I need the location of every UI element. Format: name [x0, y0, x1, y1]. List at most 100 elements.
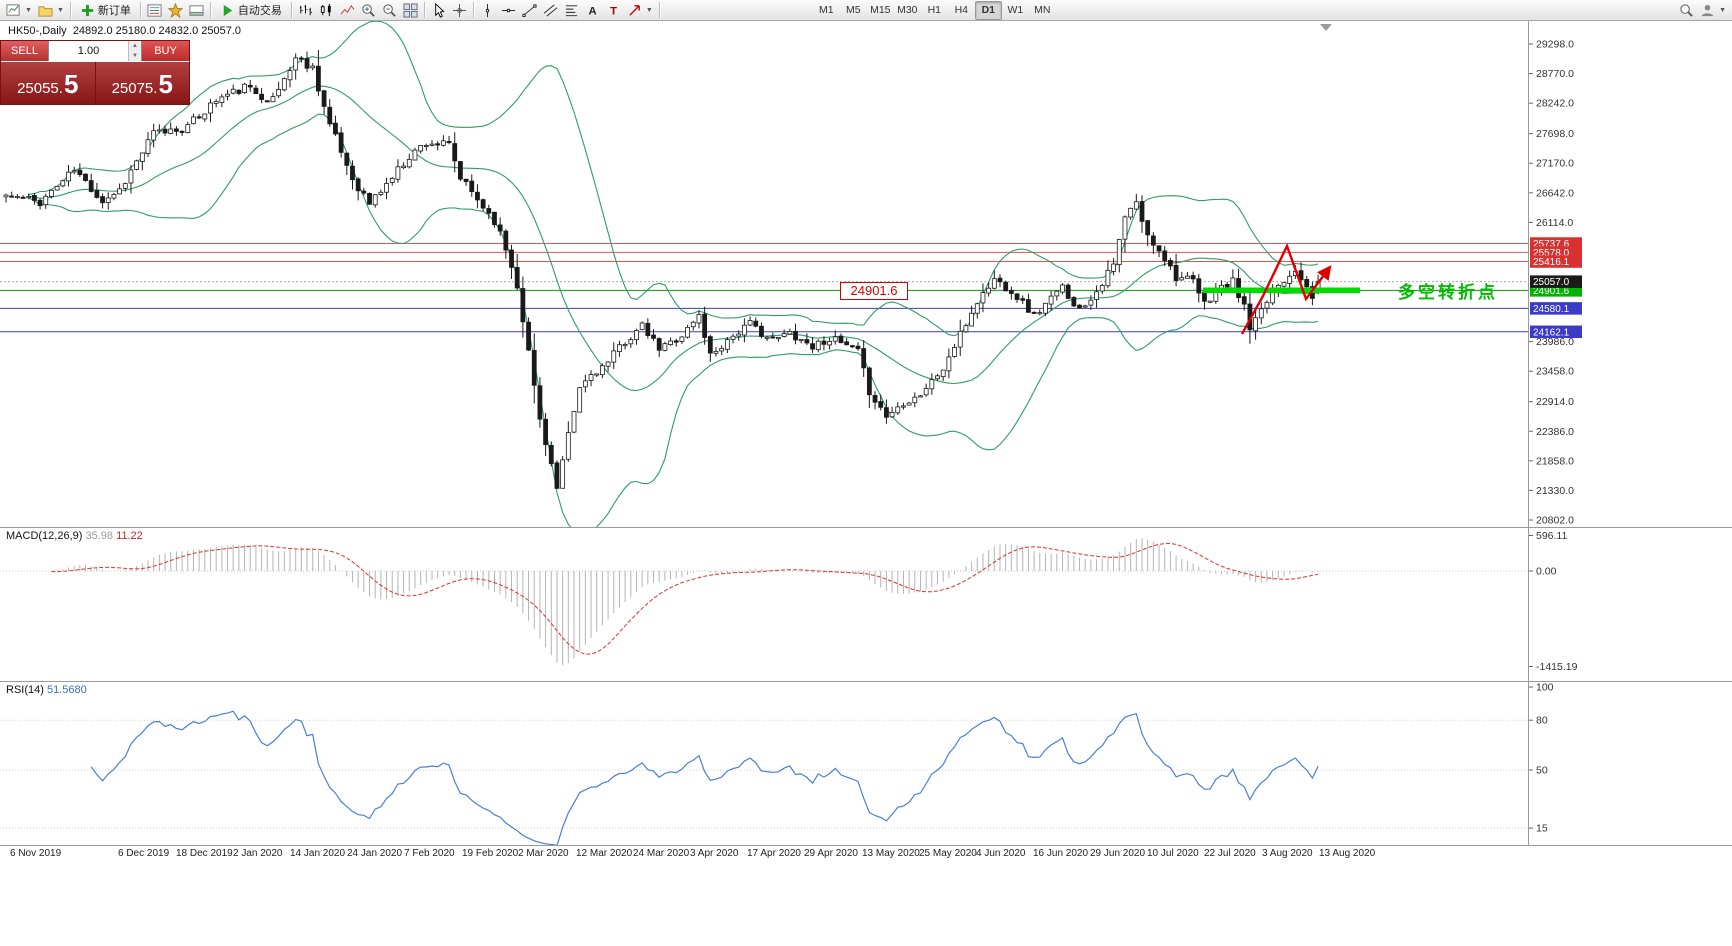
timeframe-group: M1 M5 M15 M30 H1 H4 D1 W1 MN: [813, 0, 1056, 20]
vertical-line-button[interactable]: [477, 1, 498, 19]
zoom-in-icon: [362, 3, 375, 17]
timeframe-button-h4[interactable]: H4: [954, 4, 969, 16]
buy-price-button[interactable]: 25075. 5: [95, 62, 189, 104]
play-icon: [223, 4, 233, 16]
autotrading-button[interactable]: 自动交易: [214, 1, 288, 19]
timeframe-button-d1[interactable]: D1: [974, 0, 1002, 20]
volume-down-button[interactable]: ▼: [129, 51, 141, 61]
macd-panel-canvas[interactable]: 596.11 0.00 -1415.19: [0, 527, 1732, 681]
price-chart-canvas[interactable]: 29298.0 28770.0 28242.0 27698.0 27170.0 26642…: [0, 20, 1732, 527]
line-chart-button[interactable]: [337, 1, 358, 19]
rsi-scale-label: 50: [1536, 765, 1548, 777]
text-button[interactable]: A: [582, 1, 603, 19]
time-axis-label: 13 Aug 2020: [1319, 848, 1376, 859]
price-scale-border: [1528, 20, 1529, 845]
new-chart-button[interactable]: ▼: [3, 1, 35, 19]
label-icon: T: [610, 5, 617, 17]
price-scale-label: 27698.0: [1536, 128, 1574, 140]
new-chart-icon: [6, 3, 20, 16]
market-watch-button[interactable]: [144, 1, 165, 19]
label-button[interactable]: T: [603, 1, 624, 19]
arrow-up-right-icon: [629, 4, 640, 16]
channel-button[interactable]: [540, 1, 561, 19]
zigzag-projection-arrow[interactable]: [1240, 242, 1332, 335]
horizontal-line-button[interactable]: [498, 1, 519, 19]
timeframe-button-m5[interactable]: M5: [846, 4, 861, 16]
profiles-button[interactable]: ▼: [35, 1, 67, 19]
sell-price-button[interactable]: 25055. 5: [1, 62, 95, 104]
svg-text:T: T: [610, 5, 617, 17]
timeframe-button-h1[interactable]: H1: [927, 4, 942, 16]
chart-shift-marker: [1320, 24, 1332, 31]
price-scale-label: 23986.0: [1536, 336, 1574, 348]
zoom-in-button[interactable]: [358, 1, 379, 19]
crosshair-button[interactable]: [449, 1, 470, 19]
navigator-button[interactable]: [165, 1, 186, 19]
time-axis-label: 4 Jun 2020: [976, 848, 1026, 859]
volume-input[interactable]: 1.00: [77, 45, 100, 57]
rsi-name: RSI(14): [6, 684, 44, 696]
price-scale-label: 26114.0: [1536, 217, 1573, 229]
price-scale-label: 26642.0: [1536, 187, 1574, 199]
time-axis-label: 3 Apr 2020: [690, 848, 739, 859]
new-order-button[interactable]: 新订单: [74, 1, 137, 19]
timeframe-button-mn[interactable]: MN: [1034, 4, 1051, 16]
sell-header-button[interactable]: SELL: [1, 41, 48, 61]
time-axis-label: 7 Feb 2020: [404, 848, 455, 859]
time-axis-label: 10 Jul 2020: [1147, 848, 1199, 859]
support-price-label: [1530, 325, 1582, 339]
tile-windows-icon: [403, 2, 418, 18]
sell-price: 25055.: [17, 80, 63, 97]
macd-scale-label: 0.00: [1536, 566, 1557, 578]
crosshair-icon: [452, 3, 466, 17]
search-button[interactable]: [1676, 1, 1697, 19]
time-axis-label: 22 Jul 2020: [1204, 848, 1256, 859]
level-label-text: 25578.0: [1533, 248, 1570, 259]
search-icon: [1680, 3, 1693, 17]
timeframe-button-w1[interactable]: W1: [1007, 4, 1024, 16]
cursor-button[interactable]: [428, 1, 449, 19]
rsi-panel-canvas[interactable]: 100 80 50 15: [0, 681, 1732, 845]
time-axis-label: 2 Mar 2020: [518, 848, 569, 859]
panel-splitter-macd[interactable]: [0, 527, 1732, 528]
timeframe-button-m30[interactable]: M30: [897, 4, 918, 16]
tile-windows-button[interactable]: [400, 1, 421, 19]
zoom-out-button[interactable]: [379, 1, 400, 19]
candlesticks: [3, 50, 1321, 489]
community-button[interactable]: ▼: [1697, 1, 1729, 19]
macd-indicator-label: MACD(12,26,9) 35.98 11.22: [6, 530, 143, 542]
macd-signal-value: 11.22: [116, 530, 143, 542]
toolbar-separator: [472, 2, 474, 18]
pivot-text-annotation[interactable]: 多空转折点: [1398, 283, 1498, 302]
bar-chart-button[interactable]: [295, 1, 316, 19]
level-label-text: 25057.0: [1533, 277, 1570, 288]
pivot-highlight-segment[interactable]: [1203, 287, 1360, 294]
timeframe-button-m15[interactable]: M15: [870, 4, 891, 16]
trendline-button[interactable]: [519, 1, 540, 19]
panel-splitter-rsi[interactable]: [0, 681, 1732, 682]
arrows-button[interactable]: ▼: [624, 1, 656, 19]
price-label-annotation[interactable]: 24901.6: [840, 282, 908, 300]
candlestick-chart-button[interactable]: [316, 1, 337, 19]
fibonacci-button[interactable]: [561, 1, 582, 19]
resistance-price-label: [1530, 255, 1582, 268]
buy-price: 25075.: [111, 80, 158, 97]
price-scale-label: 20802.0: [1536, 515, 1574, 527]
bar-chart-icon: [299, 4, 312, 15]
buy-header-button[interactable]: BUY: [142, 41, 189, 61]
time-axis-label: 2 Jan 2020: [233, 848, 283, 859]
terminal-button[interactable]: [186, 1, 207, 19]
level-label-text: 25737.6: [1533, 239, 1570, 250]
time-axis-label: 3 Aug 2020: [1262, 848, 1313, 859]
price-scale-label: 22914.0: [1536, 396, 1574, 408]
time-axis[interactable]: 6 Nov 2019 6 Dec 2019 18 Dec 2019 2 Jan 202…: [0, 846, 1732, 862]
new-order-label: 新订单: [97, 5, 131, 17]
rsi-line: [90, 710, 1319, 845]
market-watch-icon: [147, 3, 162, 17]
macd-histogram: [50, 538, 1319, 665]
macd-scale-label: -1415.19: [1536, 661, 1578, 673]
timeframe-button-m1[interactable]: M1: [819, 4, 834, 16]
volume-up-button[interactable]: ▲: [129, 41, 141, 51]
price-scale-label: 23458.0: [1536, 366, 1574, 378]
time-axis-label: 6 Dec 2019: [118, 848, 170, 859]
